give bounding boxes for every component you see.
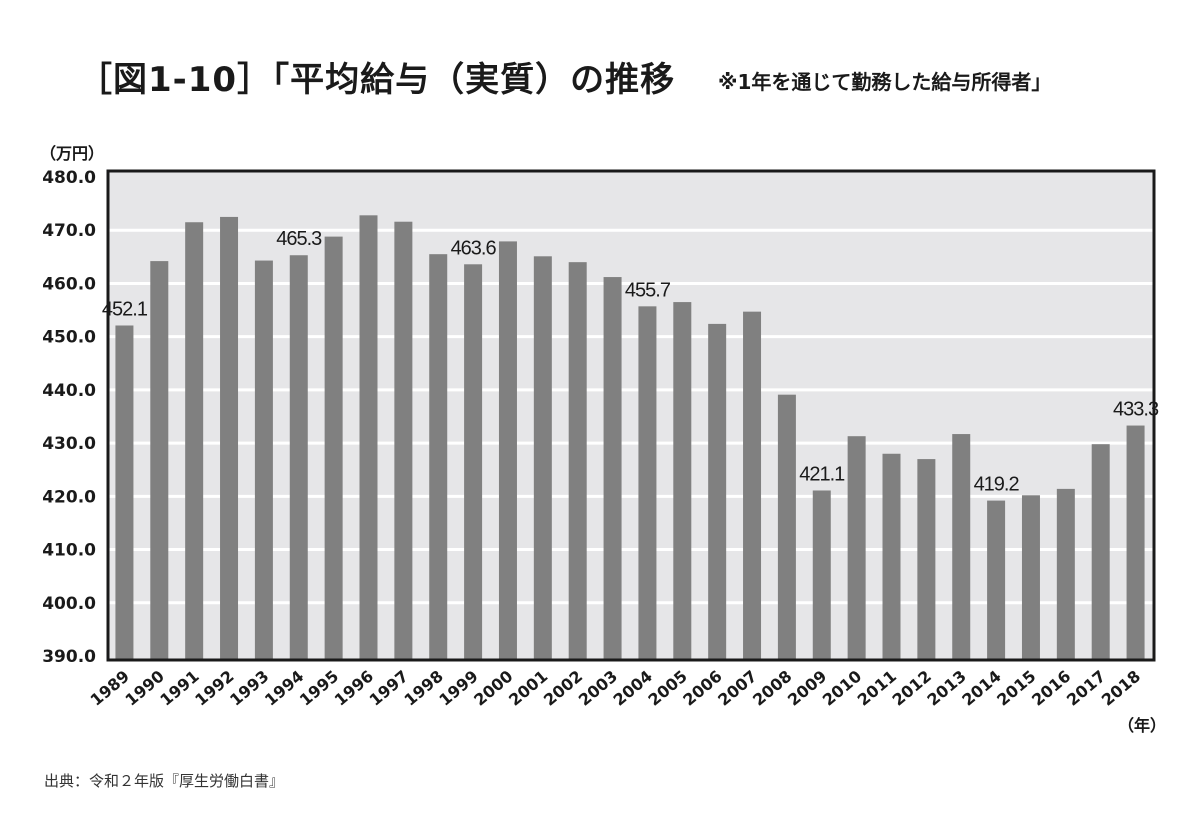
x-tick-label: 2012 <box>889 667 935 710</box>
y-axis-ticks: 480.0 470.0 460.0 450.0 440.0 430.0 420.0 410.0… <box>42 168 96 667</box>
x-tick-label: 2011 <box>854 667 900 710</box>
bar-2014 <box>987 500 1006 660</box>
x-axis-unit-label: （年） <box>1118 716 1167 735</box>
bar-1989 <box>115 325 134 660</box>
bar-2010 <box>847 436 866 660</box>
bar-2002 <box>568 262 587 660</box>
x-tick-label: 1999 <box>435 667 481 710</box>
x-tick-label: 2015 <box>993 667 1039 710</box>
gridlines <box>108 228 1154 605</box>
plot-area <box>108 171 1154 660</box>
bars <box>115 215 1145 660</box>
bar-2015 <box>1021 495 1040 660</box>
data-labels: 452.1 465.3 463.6 455.7 421.1 419.2 433.3 <box>102 228 1160 496</box>
x-tick-label: 2016 <box>1028 667 1074 710</box>
bar-1993 <box>254 260 273 660</box>
bar-2001 <box>533 256 552 660</box>
x-tick-label: 2013 <box>923 667 969 710</box>
x-tick-label: 2001 <box>505 667 551 710</box>
y-tick-label: 440.0 <box>42 381 96 401</box>
x-tick-label: 2005 <box>645 667 691 710</box>
bar-2013 <box>952 434 971 660</box>
bar-2008 <box>777 394 796 660</box>
y-tick-label: 420.0 <box>42 487 96 507</box>
x-tick-label: 2007 <box>714 667 760 710</box>
y-tick-label: 410.0 <box>42 541 96 561</box>
bar-2018 <box>1126 425 1145 660</box>
data-label-1994: 465.3 <box>276 228 322 250</box>
bar-1991 <box>185 222 204 660</box>
chart-title: ［図1-10］「平均給与（実質）の推移 <box>78 60 676 100</box>
bar-2012 <box>917 459 936 660</box>
x-tick-label: 1995 <box>296 667 342 710</box>
bar-1997 <box>394 221 413 660</box>
bar-2011 <box>882 453 901 660</box>
bar-2009 <box>812 490 831 660</box>
x-tick-label: 1998 <box>400 667 446 710</box>
x-tick-label: 2017 <box>1063 667 1109 710</box>
bar-1999 <box>464 264 483 660</box>
y-tick-label: 450.0 <box>42 328 96 348</box>
x-tick-label: 2010 <box>819 667 865 710</box>
y-tick-label: 430.0 <box>42 434 96 454</box>
x-tick-label: 2014 <box>958 667 1004 710</box>
data-label-2009: 421.1 <box>799 463 845 485</box>
y-axis-unit-label: （万円） <box>40 144 105 163</box>
data-label-2014: 419.2 <box>974 474 1020 496</box>
x-tick-label: 2018 <box>1098 667 1144 710</box>
data-label-2018: 433.3 <box>1113 399 1159 421</box>
bar-2017 <box>1091 444 1110 660</box>
bar-1992 <box>220 216 239 660</box>
x-tick-label: 2008 <box>749 667 795 710</box>
chart-subtitle: ※1年を通じて勤務した給与所得者」 <box>718 70 1052 94</box>
x-tick-label: 1996 <box>331 667 377 710</box>
data-label-1989: 452.1 <box>102 298 148 320</box>
x-tick-label: 2003 <box>575 667 621 710</box>
x-tick-label: 1993 <box>226 667 272 710</box>
bar-2004 <box>638 306 657 660</box>
x-axis-ticks: 1989199019911992199319941995199619971998… <box>87 667 1144 710</box>
x-tick-label: 2000 <box>470 667 516 710</box>
y-tick-label: 470.0 <box>42 221 96 241</box>
source-note: 出典：令和２年版『厚生労働白書』 <box>44 772 285 790</box>
x-tick-label: 1989 <box>87 667 133 710</box>
x-tick-label: 2009 <box>784 667 830 710</box>
bar-2003 <box>603 277 622 660</box>
bar-2007 <box>743 311 762 660</box>
plot-frame <box>106 169 1156 662</box>
bar-1995 <box>324 236 343 660</box>
bar-2016 <box>1056 488 1075 660</box>
bar-2000 <box>498 241 517 660</box>
y-tick-label: 390.0 <box>42 647 96 667</box>
x-tick-label: 1997 <box>366 667 412 710</box>
bar-1994 <box>289 255 308 660</box>
bar-2006 <box>708 323 727 660</box>
x-tick-label: 1990 <box>122 667 168 710</box>
x-tick-label: 2006 <box>679 667 725 710</box>
bar-1990 <box>150 261 169 660</box>
bar-1996 <box>359 215 378 660</box>
x-tick-label: 1992 <box>191 667 237 710</box>
bar-2005 <box>673 302 692 660</box>
y-tick-label: 460.0 <box>42 274 96 294</box>
x-tick-label: 2004 <box>610 667 656 710</box>
y-tick-label: 480.0 <box>42 168 96 188</box>
x-tick-label: 1991 <box>156 667 202 710</box>
x-tick-label: 1994 <box>261 667 307 710</box>
y-tick-label: 400.0 <box>42 594 96 614</box>
bar-1998 <box>429 254 448 660</box>
x-tick-label: 2002 <box>540 667 586 710</box>
data-label-1999: 463.6 <box>451 237 497 259</box>
data-label-2004: 455.7 <box>625 279 671 301</box>
